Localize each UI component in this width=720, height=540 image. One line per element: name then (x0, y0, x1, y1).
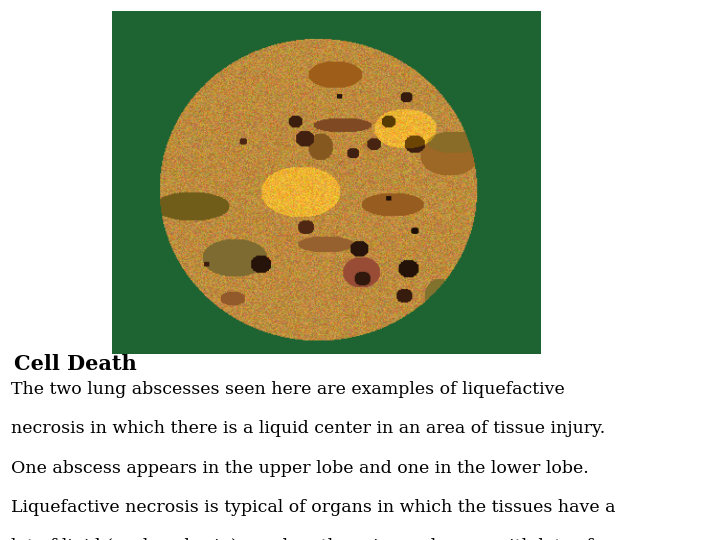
Text: One abscess appears in the upper lobe and one in the lower lobe.: One abscess appears in the upper lobe an… (11, 460, 588, 476)
Text: Cell Death: Cell Death (14, 354, 137, 374)
Text: Liquefactive necrosis is typical of organs in which the tissues have a: Liquefactive necrosis is typical of orga… (11, 499, 616, 516)
Text: necrosis in which there is a liquid center in an area of tissue injury.: necrosis in which there is a liquid cent… (11, 420, 605, 437)
Text: lot of lipid (such as brain) or when there is an abscess with lots of: lot of lipid (such as brain) or when the… (11, 538, 593, 540)
Text: The two lung abscesses seen here are examples of liquefactive: The two lung abscesses seen here are exa… (11, 381, 564, 397)
